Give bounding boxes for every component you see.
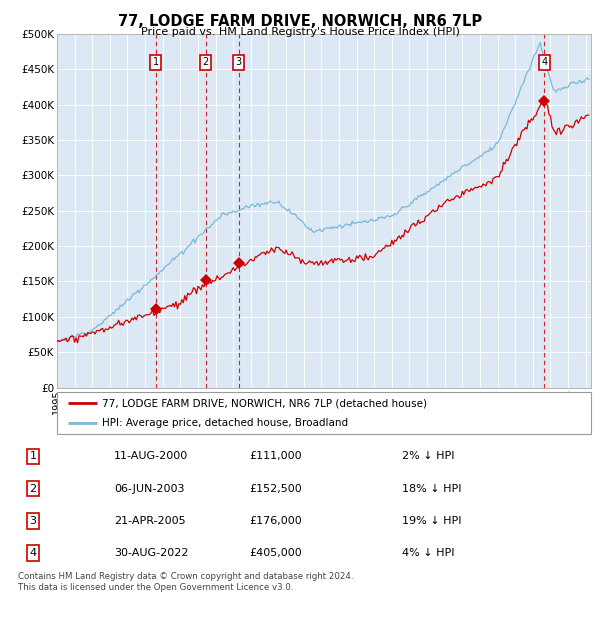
Text: Contains HM Land Registry data © Crown copyright and database right 2024.
This d: Contains HM Land Registry data © Crown c…: [18, 572, 353, 591]
Text: 30-AUG-2022: 30-AUG-2022: [114, 548, 188, 558]
Text: 2% ↓ HPI: 2% ↓ HPI: [402, 451, 455, 461]
Text: 21-APR-2005: 21-APR-2005: [114, 516, 185, 526]
Text: 2: 2: [202, 58, 209, 68]
Text: £152,500: £152,500: [250, 484, 302, 494]
Text: 18% ↓ HPI: 18% ↓ HPI: [402, 484, 461, 494]
Text: 4: 4: [541, 58, 548, 68]
Text: Price paid vs. HM Land Registry's House Price Index (HPI): Price paid vs. HM Land Registry's House …: [140, 27, 460, 37]
Text: £405,000: £405,000: [250, 548, 302, 558]
Text: 2: 2: [29, 484, 37, 494]
Text: 11-AUG-2000: 11-AUG-2000: [114, 451, 188, 461]
Text: £176,000: £176,000: [250, 516, 302, 526]
Text: 19% ↓ HPI: 19% ↓ HPI: [402, 516, 461, 526]
Text: 77, LODGE FARM DRIVE, NORWICH, NR6 7LP: 77, LODGE FARM DRIVE, NORWICH, NR6 7LP: [118, 14, 482, 29]
Text: 06-JUN-2003: 06-JUN-2003: [114, 484, 185, 494]
Text: £111,000: £111,000: [250, 451, 302, 461]
Text: 4% ↓ HPI: 4% ↓ HPI: [402, 548, 455, 558]
Text: 1: 1: [29, 451, 37, 461]
Text: 4: 4: [29, 548, 37, 558]
Text: 77, LODGE FARM DRIVE, NORWICH, NR6 7LP (detached house): 77, LODGE FARM DRIVE, NORWICH, NR6 7LP (…: [103, 398, 427, 408]
Text: 3: 3: [29, 516, 37, 526]
Text: 3: 3: [235, 58, 242, 68]
Text: 1: 1: [153, 58, 159, 68]
Text: HPI: Average price, detached house, Broadland: HPI: Average price, detached house, Broa…: [103, 418, 349, 428]
